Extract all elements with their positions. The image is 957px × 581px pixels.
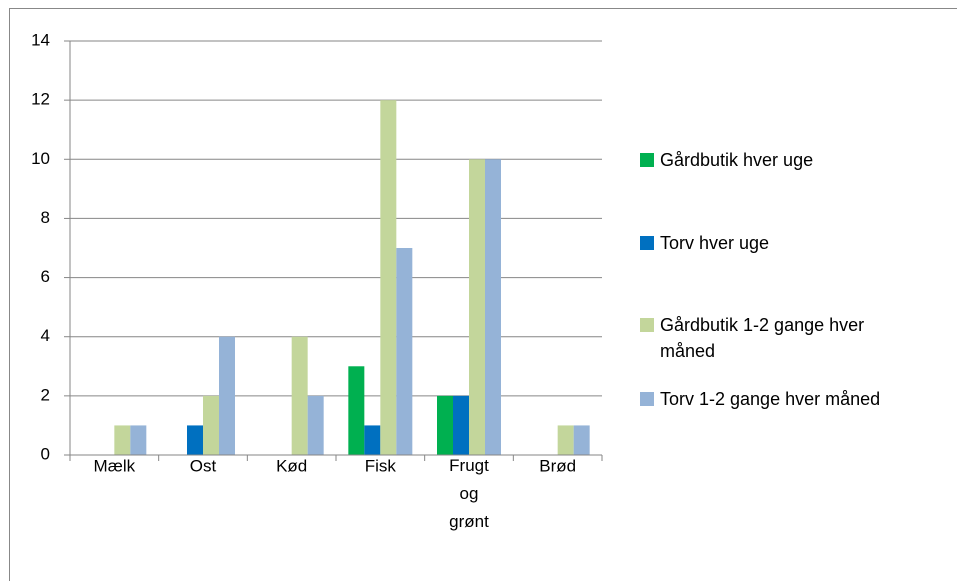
legend-swatch — [640, 153, 654, 167]
legend-swatch — [640, 236, 654, 250]
legend-swatch — [640, 392, 654, 406]
x-tick-label: Brød — [539, 456, 576, 475]
bar — [291, 336, 308, 455]
y-tick-label: 0 — [41, 444, 50, 463]
legend-entry: Torv 1-2 gange hver måned — [640, 386, 910, 412]
chart-frame — [9, 8, 957, 581]
bar — [396, 248, 413, 455]
x-tick-label: Ost — [190, 456, 217, 475]
y-tick-label: 10 — [31, 149, 50, 168]
bar — [380, 100, 397, 456]
legend-label: Torv hver uge — [660, 233, 770, 253]
x-tick-label: Fisk — [365, 456, 397, 475]
legend-label: Gårdbutik 1-2 gange hver måned — [660, 315, 865, 361]
legend-label: Gårdbutik hver uge — [660, 150, 814, 170]
legend-label: Torv 1-2 gange hver måned — [660, 389, 881, 409]
bar — [364, 425, 381, 455]
bar — [573, 425, 590, 455]
bar — [307, 395, 324, 455]
bar — [187, 425, 203, 455]
bar — [219, 336, 235, 455]
bar — [437, 395, 453, 455]
legend-entry: Gårdbutik hver uge — [640, 147, 910, 173]
y-tick-label: 8 — [41, 208, 50, 227]
bar — [203, 395, 219, 455]
x-tick-label: Frugt og grønt — [449, 456, 489, 531]
bar — [557, 425, 574, 455]
y-tick-label: 12 — [31, 90, 50, 109]
x-tick-label: Kød — [276, 456, 307, 475]
x-tick-label: Mælk — [94, 456, 136, 475]
bar — [348, 366, 365, 455]
bar — [453, 395, 469, 455]
legend-entry: Gårdbutik 1-2 gange hver måned — [640, 312, 910, 364]
legend-entry: Torv hver uge — [640, 230, 910, 256]
bar — [130, 425, 147, 455]
legend-swatch — [640, 318, 654, 332]
bar — [114, 425, 131, 455]
y-tick-label: 6 — [41, 267, 50, 286]
bar — [485, 159, 501, 456]
bar — [469, 159, 485, 456]
y-tick-label: 14 — [31, 30, 50, 49]
y-tick-label: 2 — [41, 385, 50, 404]
y-tick-label: 4 — [41, 326, 50, 345]
